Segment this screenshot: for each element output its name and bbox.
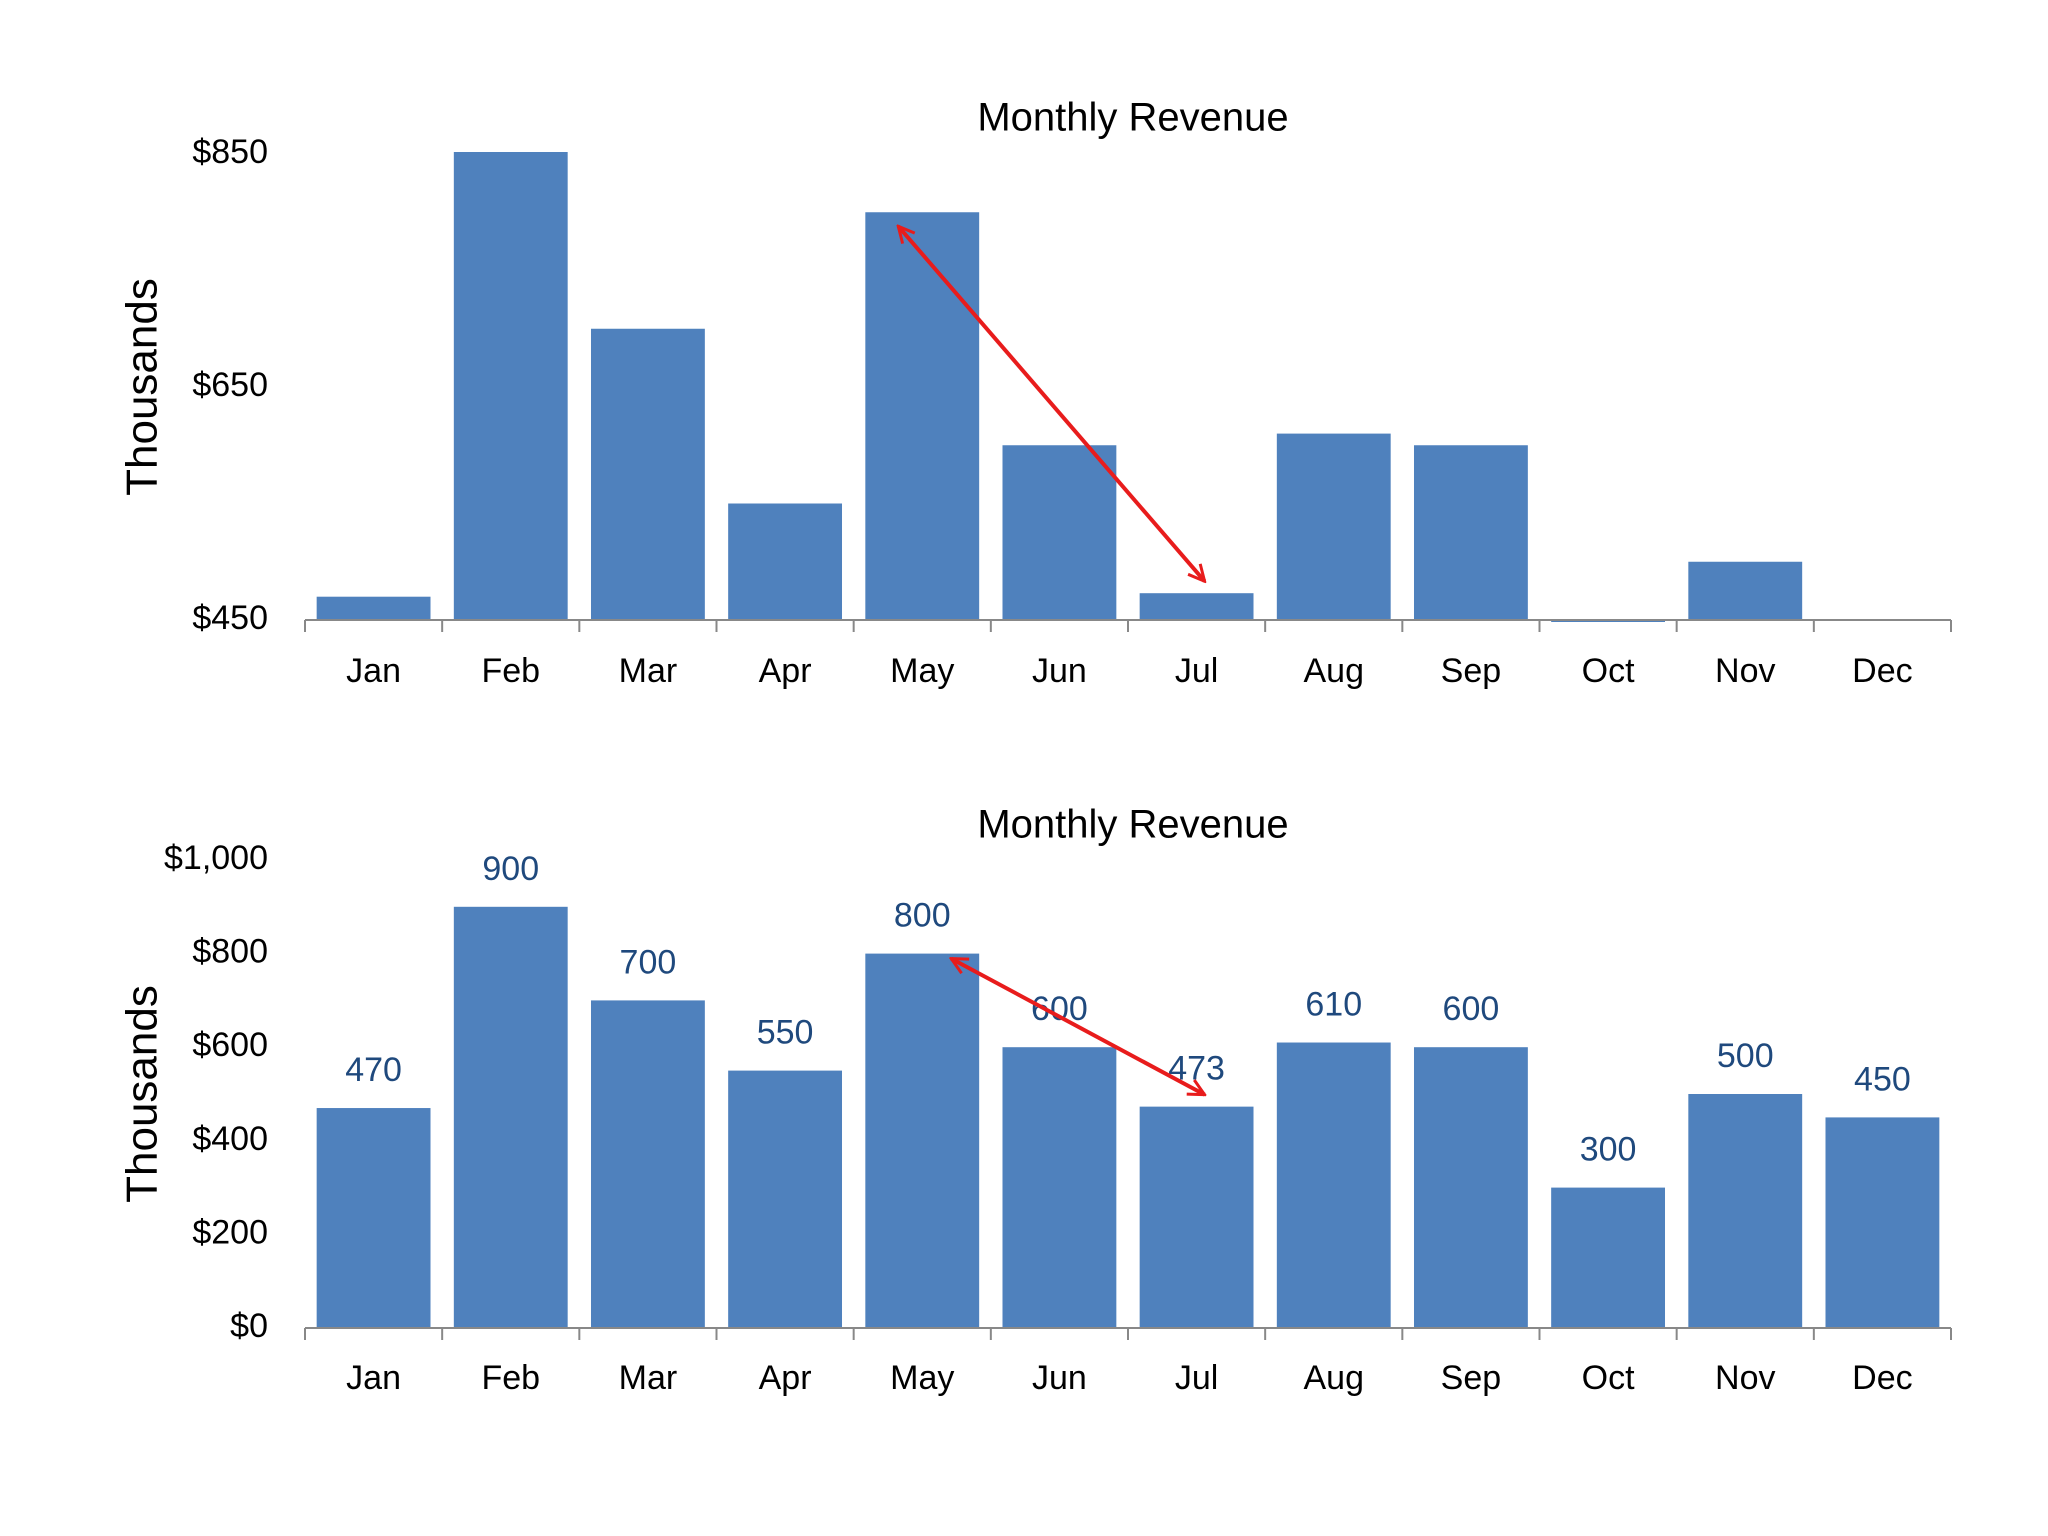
x-tick-label: Apr (759, 1359, 812, 1397)
data-label: 700 (620, 943, 677, 981)
y-axis-label: Thousands (118, 278, 167, 496)
data-label: 610 (1305, 986, 1362, 1024)
chart-title: Monthly Revenue (977, 96, 1288, 140)
bar (1688, 1094, 1803, 1328)
bar (1413, 445, 1528, 620)
x-tick-label: Dec (1852, 1359, 1912, 1397)
bar (590, 1000, 705, 1328)
y-axis-label: Thousands (118, 985, 167, 1203)
x-tick-label: Mar (619, 652, 678, 690)
y-tick-label: $1,000 (164, 839, 268, 877)
y-tick-label: $600 (192, 1026, 268, 1064)
data-label: 470 (345, 1051, 402, 1089)
bars (316, 906, 1940, 1328)
chart-title: Monthly Revenue (977, 803, 1288, 847)
x-tick-label: May (890, 1359, 954, 1397)
x-tick-label: Sep (1441, 1359, 1502, 1397)
x-tick-label: Dec (1852, 652, 1912, 690)
data-label: 600 (1031, 990, 1088, 1028)
x-tick-label: Jan (346, 1359, 401, 1397)
x-tick-label: Oct (1582, 652, 1635, 690)
data-label: 450 (1854, 1060, 1911, 1098)
data-label: 900 (482, 850, 539, 888)
x-tick-label: Jul (1175, 652, 1218, 690)
x-tick-label: Jun (1032, 652, 1087, 690)
annotation-arrow (951, 956, 1204, 1097)
data-label: 550 (757, 1014, 814, 1052)
y-tick-label: $650 (192, 366, 268, 404)
y-tick-label: $800 (192, 933, 268, 971)
bar (1551, 620, 1666, 622)
bar (1551, 1187, 1666, 1328)
y-tick-label: $0 (230, 1307, 268, 1345)
bar (865, 953, 980, 1328)
data-label: 300 (1580, 1131, 1637, 1169)
y-tick-label: $850 (192, 133, 268, 171)
bar (1413, 1047, 1528, 1328)
bar (1276, 1042, 1391, 1328)
x-tick-label: Feb (481, 1359, 540, 1397)
x-tick-label: Oct (1582, 1359, 1635, 1397)
x-tick-label: Sep (1441, 652, 1502, 690)
bar (1688, 561, 1803, 620)
y-tick-label: $400 (192, 1120, 268, 1158)
bar (316, 596, 431, 620)
x-tick-label: Aug (1304, 1359, 1365, 1397)
x-tick-label: Jun (1032, 1359, 1087, 1397)
y-tick-label: $450 (192, 599, 268, 637)
data-label: 500 (1717, 1037, 1774, 1075)
x-tick-label: May (890, 652, 954, 690)
x-tick-label: Jul (1175, 1359, 1218, 1397)
bar (728, 503, 843, 620)
bar (453, 152, 568, 620)
x-tick-label: Feb (481, 652, 540, 690)
x-tick-label: Nov (1715, 1359, 1775, 1397)
bar (316, 1108, 431, 1328)
bar (728, 1070, 843, 1328)
bar (1139, 1106, 1254, 1328)
x-tick-label: Aug (1304, 652, 1365, 690)
bar (1825, 1117, 1940, 1328)
bar (1139, 593, 1254, 620)
x-tick-label: Nov (1715, 652, 1775, 690)
y-tick-label: $200 (192, 1213, 268, 1251)
bar (1276, 433, 1391, 620)
bars (316, 152, 1940, 622)
bar (590, 328, 705, 620)
data-label: 600 (1443, 990, 1500, 1028)
annotation-arrow (898, 226, 1204, 581)
x-tick-label: Jan (346, 652, 401, 690)
bar (865, 212, 980, 620)
data-label: 800 (894, 897, 951, 935)
x-tick-label: Mar (619, 1359, 678, 1397)
bar (453, 906, 568, 1328)
x-tick-label: Apr (759, 652, 812, 690)
bar (1002, 445, 1117, 620)
bar (1002, 1047, 1117, 1328)
